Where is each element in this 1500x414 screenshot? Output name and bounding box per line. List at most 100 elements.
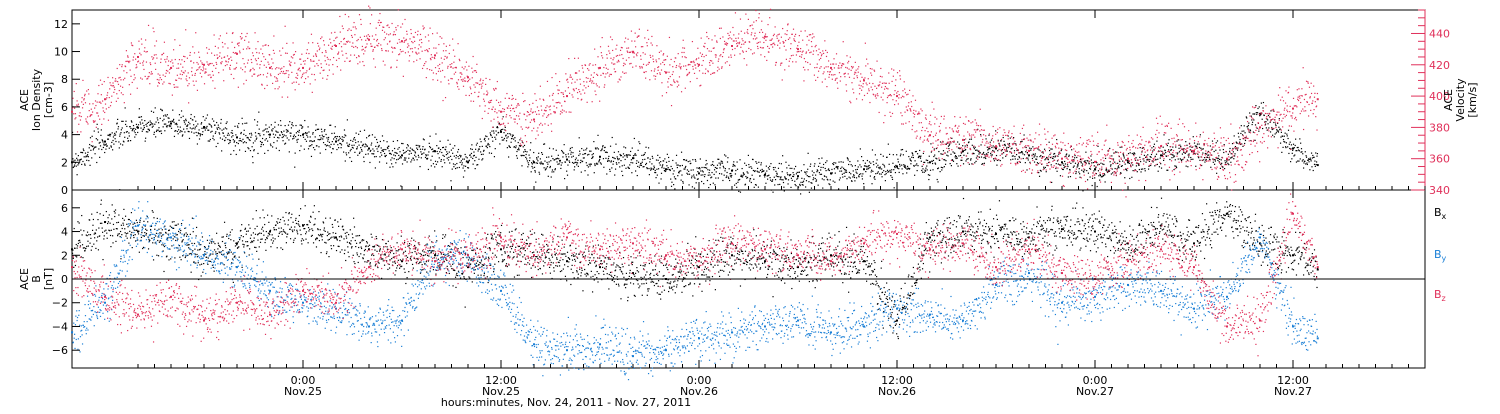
top-series-1-sample xyxy=(412,42,414,44)
top-series-1-sample xyxy=(456,81,458,84)
top-series-0-sample xyxy=(1080,162,1082,164)
top-series-0-sample xyxy=(363,129,366,131)
top-series-0-sample xyxy=(1204,161,1206,163)
top-series-1-sample xyxy=(891,112,894,115)
top-series-0-sample xyxy=(1189,146,1191,148)
top-series-1-sample xyxy=(788,65,790,67)
top-series-0-sample xyxy=(470,156,472,158)
top-series-0-sample xyxy=(149,124,151,126)
top-series-1-sample xyxy=(758,17,760,19)
top-series-0-sample xyxy=(287,124,290,126)
top-series-1-sample xyxy=(365,35,368,37)
top-series-0-sample xyxy=(196,135,198,137)
top-series-0-sample xyxy=(229,140,232,142)
top-series-0-sample xyxy=(746,177,748,179)
top-series-1-sample xyxy=(129,69,131,71)
top-series-0-sample xyxy=(799,184,801,187)
top-series-1-sample xyxy=(399,41,401,43)
top-series-1-sample xyxy=(80,131,82,133)
top-series-0-sample xyxy=(688,184,690,186)
top-series-0-sample xyxy=(652,157,654,159)
top-series-0-sample xyxy=(333,132,336,134)
top-series-0-sample xyxy=(292,135,295,138)
top-series-0-sample xyxy=(777,167,780,169)
top-series-1-point xyxy=(467,76,469,79)
top-series-0-sample xyxy=(212,137,214,139)
top-series-0-sample xyxy=(253,150,255,152)
top-series-1-sample xyxy=(76,131,79,133)
top-series-0-sample xyxy=(279,134,281,136)
top-series-0-sample xyxy=(164,114,166,116)
top-series-1-sample xyxy=(674,81,676,84)
top-series-1-sample xyxy=(303,81,305,84)
top-series-1-sample xyxy=(408,60,410,62)
top-series-0-sample xyxy=(1003,152,1005,154)
top-series-1-sample xyxy=(282,47,284,49)
top-series-0-sample xyxy=(1228,163,1230,166)
top-series-0-sample xyxy=(705,164,707,166)
top-series-0-sample xyxy=(375,155,377,158)
top-series-0-sample xyxy=(173,135,176,138)
top-series-0-sample xyxy=(627,167,630,169)
top-series-1-sample xyxy=(343,43,345,45)
top-series-0-sample xyxy=(391,163,393,165)
top-series-0-sample xyxy=(1240,132,1242,135)
top-series-1-sample xyxy=(371,35,374,37)
top-series-1-sample xyxy=(351,36,353,38)
top-series-1-sample xyxy=(369,7,371,9)
top-series-0-sample xyxy=(1095,173,1097,175)
top-series-0-sample xyxy=(796,171,798,174)
top-series-0-sample xyxy=(673,170,675,172)
top-series-1-sample xyxy=(830,63,832,65)
top-series-1-sample xyxy=(208,64,210,66)
top-series-0-sample xyxy=(1120,165,1123,168)
top-series-1-sample xyxy=(860,89,863,91)
top-series-0-sample xyxy=(160,130,162,132)
top-series-1-sample xyxy=(662,53,665,55)
top-series-0-sample xyxy=(376,148,378,150)
top-series-1-sample xyxy=(475,70,477,72)
top-series-1-sample xyxy=(519,143,521,145)
top-series-1-sample xyxy=(508,97,511,100)
top-series-1-sample xyxy=(792,54,794,56)
top-series-0-sample xyxy=(1003,140,1005,142)
top-series-1-sample xyxy=(891,80,893,83)
top-series-1-sample xyxy=(475,71,478,73)
top-series-0-sample xyxy=(1276,130,1278,132)
top-series-0-sample xyxy=(800,193,802,195)
top-series-1-sample xyxy=(605,73,607,75)
top-series-0-sample xyxy=(706,179,709,182)
top-series-1-sample xyxy=(277,80,279,82)
top-series-0-sample xyxy=(916,153,919,155)
top-series-0-sample xyxy=(1150,156,1152,158)
top-series-1-sample xyxy=(230,56,232,58)
top-series-0-sample xyxy=(477,164,479,166)
top-series-0-sample xyxy=(266,131,268,133)
top-series-0-sample xyxy=(510,141,512,143)
top-series-0-sample xyxy=(383,152,386,155)
top-series-0-sample xyxy=(125,120,127,122)
top-series-0-sample xyxy=(638,166,640,168)
top-series-1-sample xyxy=(440,81,442,83)
top-series-1-sample xyxy=(901,95,904,97)
top-series-0-sample xyxy=(1284,132,1286,134)
top-series-0-sample xyxy=(581,147,583,150)
top-series-0-sample xyxy=(704,173,706,176)
top-series-0-sample xyxy=(901,164,903,166)
top-series-0-sample xyxy=(491,136,493,138)
top-series-0-sample xyxy=(947,155,949,157)
top-series-0-sample xyxy=(723,167,725,169)
top-series-0-sample xyxy=(105,148,107,150)
top-series-0-sample xyxy=(645,163,647,166)
top-series-0-sample xyxy=(869,166,871,169)
top-series-1-sample xyxy=(421,67,424,70)
top-series-0-sample xyxy=(1099,173,1101,176)
top-series-0-sample xyxy=(829,183,831,186)
top-series-1-sample xyxy=(627,38,629,40)
top-series-0-sample xyxy=(353,144,355,146)
top-series-1-sample xyxy=(204,71,206,73)
top-series-1-sample xyxy=(794,33,797,35)
top-series-0-sample xyxy=(199,135,201,137)
top-series-0-sample xyxy=(446,151,448,153)
top-series-0-sample xyxy=(1084,169,1086,171)
